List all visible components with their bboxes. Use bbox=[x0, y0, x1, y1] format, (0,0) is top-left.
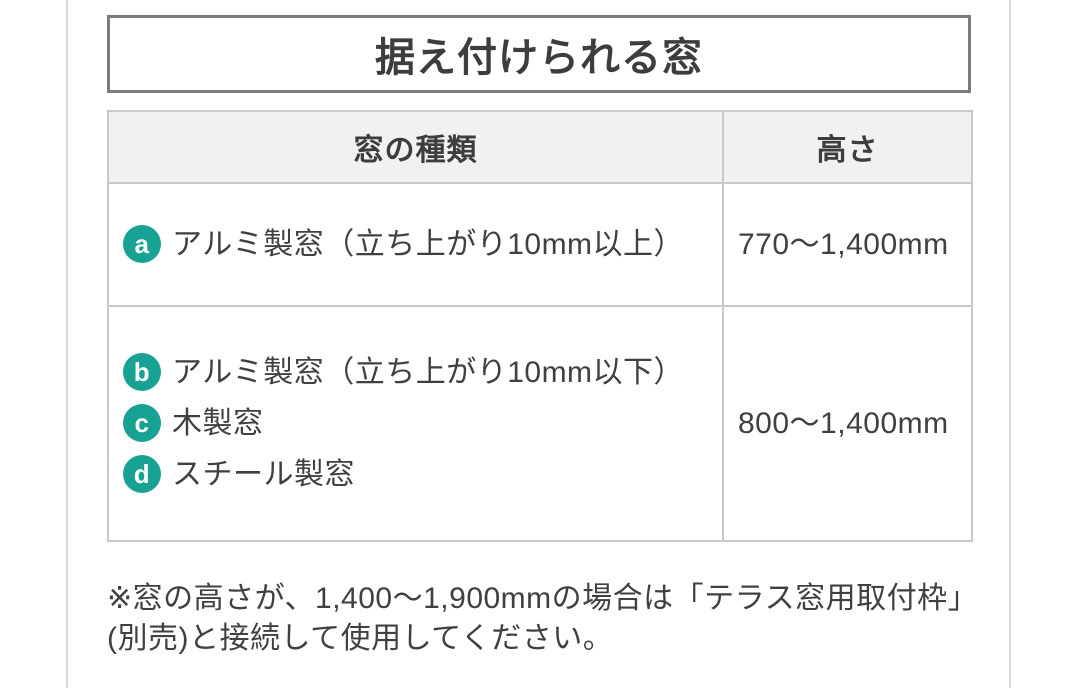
column-header-window-type: 窓の種類 bbox=[107, 110, 724, 184]
window-type-item: d スチール製窓 bbox=[123, 449, 688, 500]
left-column-divider bbox=[66, 0, 68, 688]
table-header-row: 窓の種類 高さ bbox=[107, 110, 973, 184]
window-type-cell: b アルミ製窓（立ち上がり10mm以下） c 木製窓 d スチール製窓 bbox=[107, 305, 724, 542]
column-header-height: 高さ bbox=[722, 110, 973, 184]
right-column-divider bbox=[1009, 0, 1011, 688]
content-column: 据え付けられる窓 窓の種類 高さ a アルミ製窓（立ち上がり10mm以上） 770… bbox=[107, 0, 973, 659]
window-type-text: アルミ製窓（立ち上がり10mm以下） bbox=[172, 356, 685, 389]
table-row: a アルミ製窓（立ち上がり10mm以上） 770〜1,400mm bbox=[107, 182, 973, 307]
window-type-text: アルミ製窓（立ち上がり10mm以上） bbox=[172, 228, 685, 261]
badge-b-icon: b bbox=[123, 353, 161, 392]
badge-a-icon: a bbox=[123, 225, 161, 264]
badge-d-icon: d bbox=[123, 455, 161, 494]
window-spec-table: 窓の種類 高さ a アルミ製窓（立ち上がり10mm以上） 770〜1,400mm … bbox=[107, 110, 973, 542]
badge-c-icon: c bbox=[123, 404, 161, 443]
footnote: ※窓の高さが、1,400〜1,900mmの場合は「テラス窓用取付枠」(別売)と接… bbox=[107, 582, 964, 655]
height-cell: 800〜1,400mm bbox=[722, 305, 973, 542]
section-title: 据え付けられる窓 bbox=[375, 36, 703, 80]
section-title-box: 据え付けられる窓 bbox=[107, 15, 971, 93]
window-type-item: b アルミ製窓（立ち上がり10mm以下） bbox=[123, 347, 688, 398]
window-type-text: スチール製窓 bbox=[172, 458, 355, 491]
height-cell: 770〜1,400mm bbox=[722, 182, 973, 307]
window-type-cell: a アルミ製窓（立ち上がり10mm以上） bbox=[107, 182, 724, 307]
window-type-text: 木製窓 bbox=[172, 407, 264, 440]
window-type-item: c 木製窓 bbox=[123, 398, 688, 449]
table-row: b アルミ製窓（立ち上がり10mm以下） c 木製窓 d スチール製窓 800〜1,4… bbox=[107, 305, 973, 542]
window-type-item: a アルミ製窓（立ち上がり10mm以上） bbox=[123, 219, 688, 270]
